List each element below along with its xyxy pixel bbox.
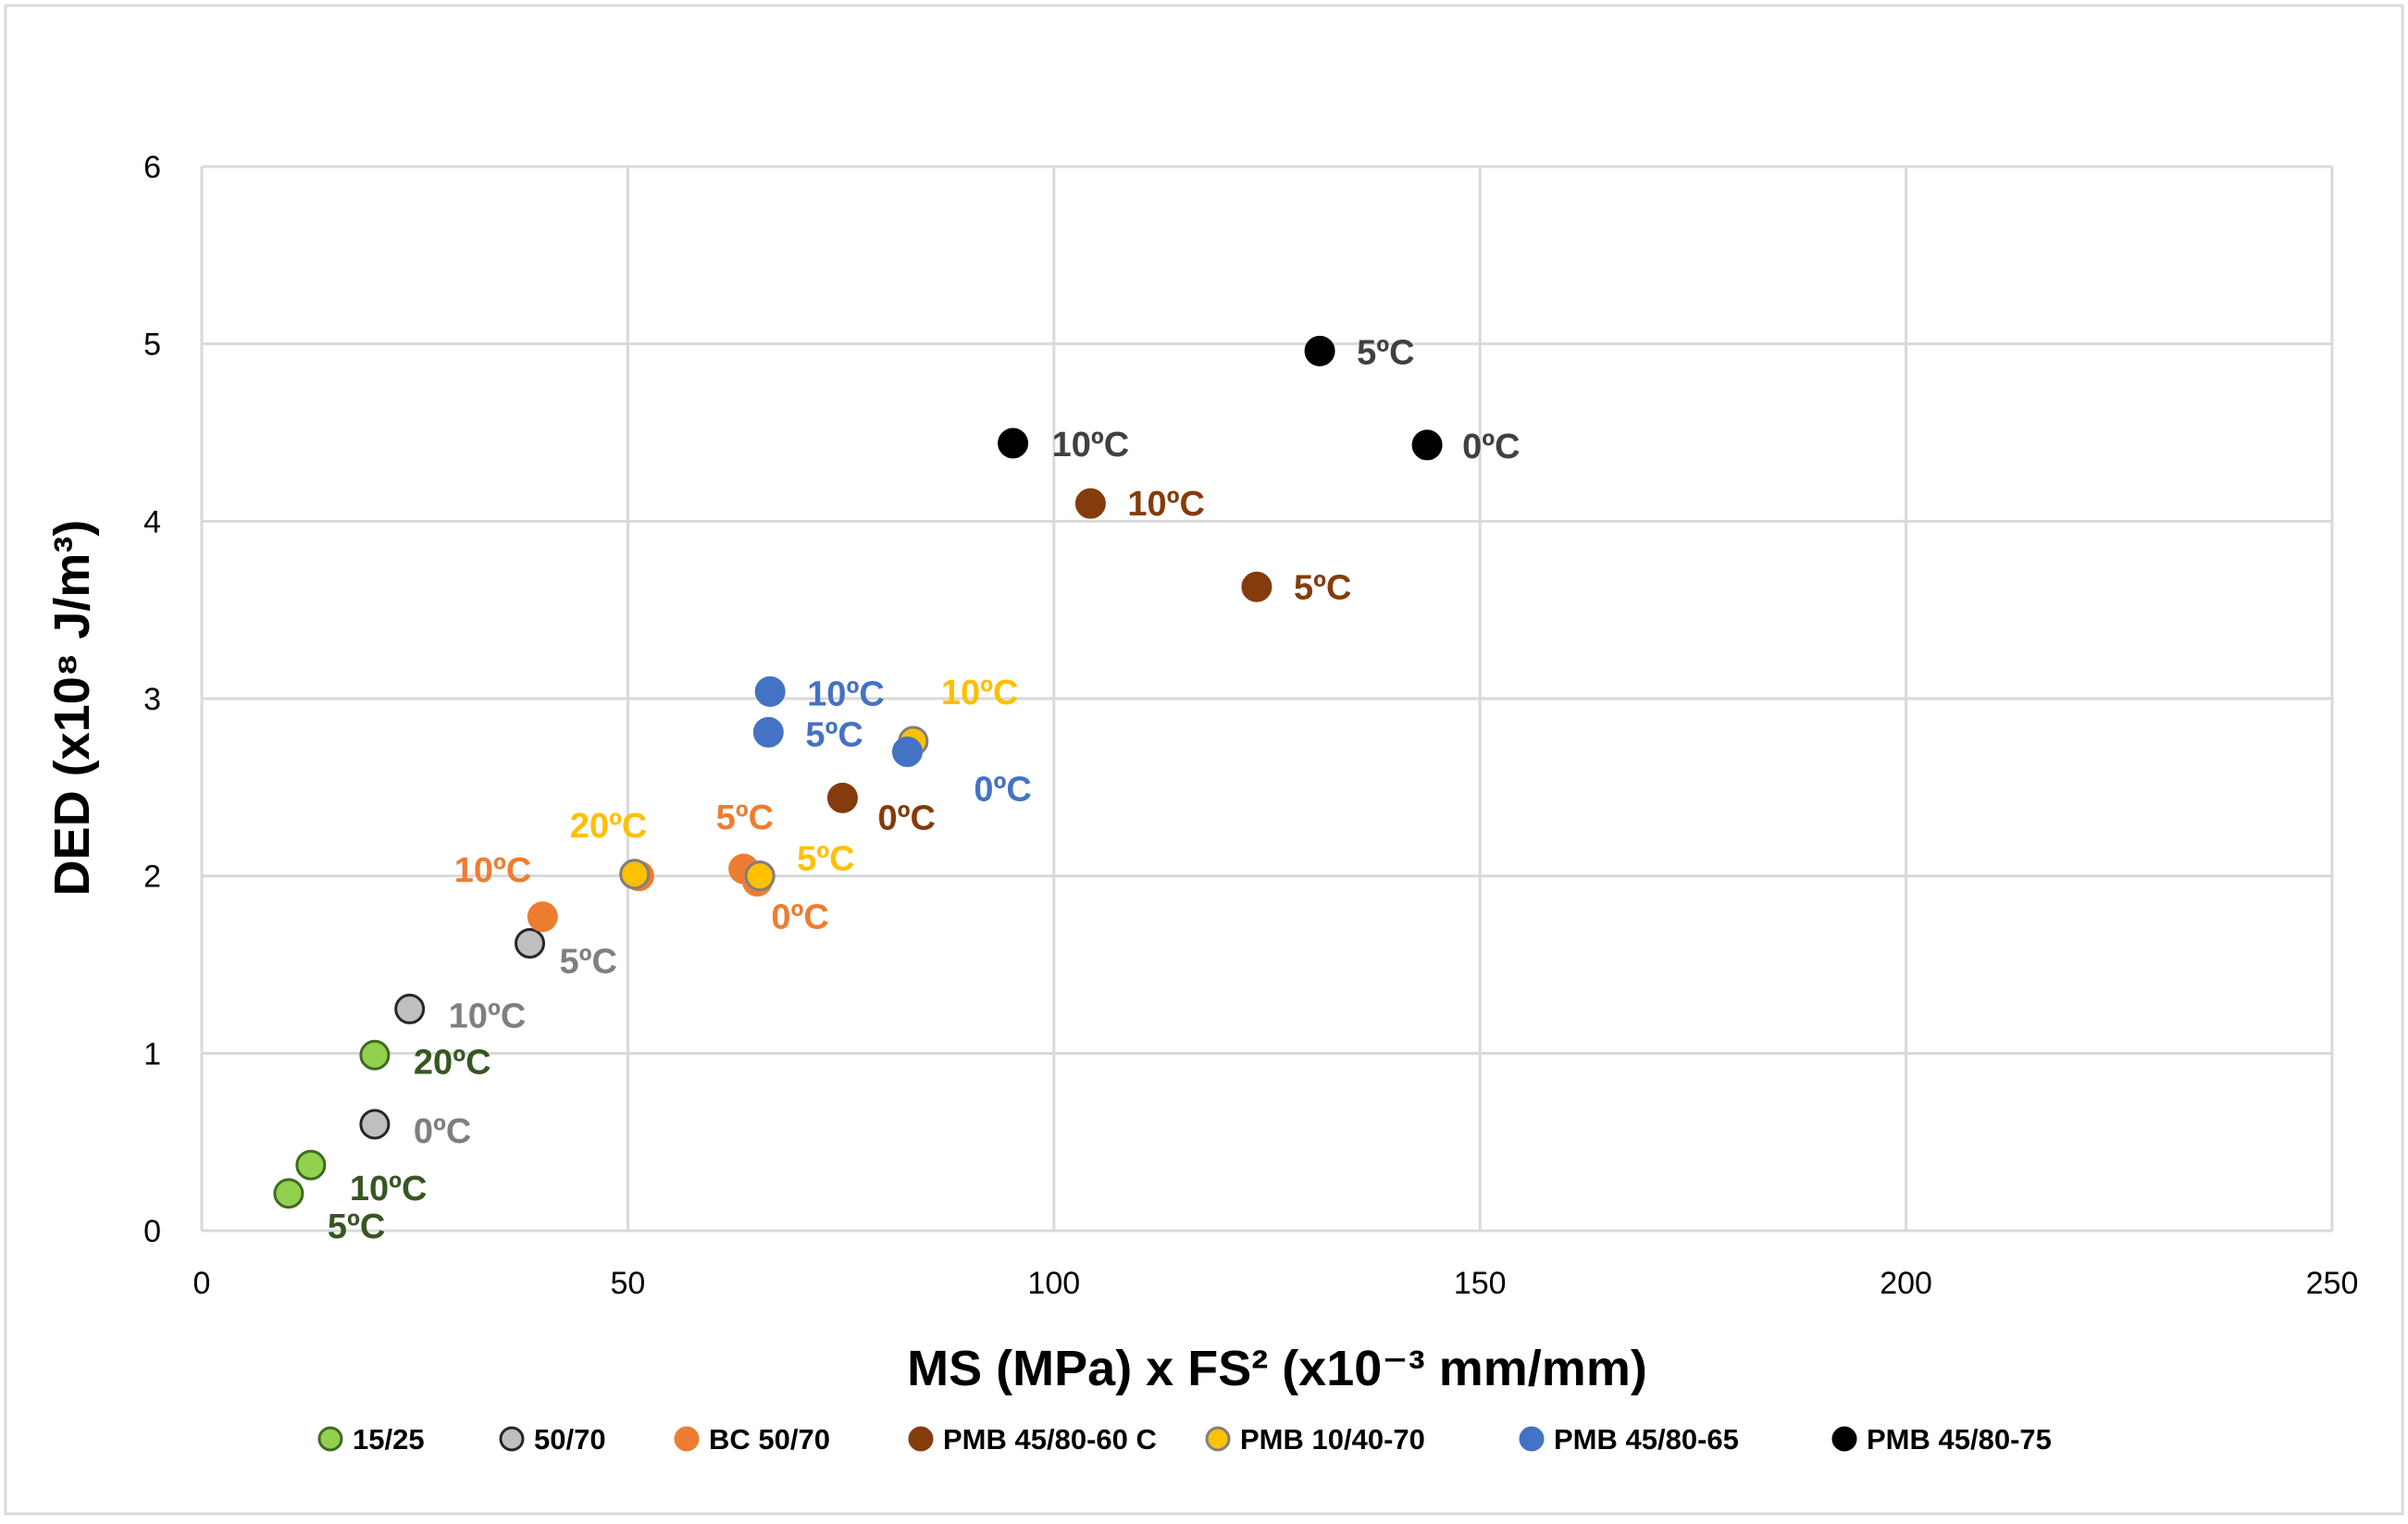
data-label: 5ºC (1357, 333, 1414, 372)
legend-entry: 50/70 (499, 1423, 606, 1456)
legend-marker (1519, 1426, 1545, 1452)
x-tick-label: 50 (610, 1266, 645, 1301)
data-label: 10ºC (941, 674, 1019, 712)
point-pmb-45-80-60-c (1074, 488, 1106, 519)
data-labels: 5ºC10ºC20ºC0ºC10ºC5ºC10ºC5ºC0ºC0ºC10ºC5º… (328, 333, 1521, 1245)
point-50-70 (515, 928, 546, 959)
gridlines (200, 165, 2334, 1233)
point-pmb-10-40-70 (619, 859, 651, 890)
data-label: 0ºC (877, 799, 935, 837)
data-label: 10ºC (807, 675, 885, 713)
x-tick-label: 0 (193, 1266, 211, 1301)
point-15-25 (273, 1178, 304, 1209)
point-pmb-45-80-65 (754, 675, 786, 707)
data-label: 10ºC (350, 1170, 428, 1208)
x-tick-label: 150 (1454, 1266, 1507, 1301)
legend: 15/25 50/70 BC 50/70 PMB 45/80-60 C PMB 10/4… (317, 1423, 2052, 1456)
data-label: 5ºC (716, 799, 774, 837)
x-tick-label: 200 (1880, 1266, 1932, 1301)
y-tick-label: 3 (143, 682, 161, 717)
data-points (273, 335, 1443, 1209)
point-pmb-45-80-75 (1304, 335, 1335, 366)
data-label: 0ºC (974, 771, 1031, 810)
point-50-70 (359, 1109, 391, 1140)
point-15-25 (359, 1039, 391, 1071)
x-axis-title: MS (MPa) x FS² (x10⁻³ mm/mm) (907, 1341, 1647, 1396)
data-label: 10ºC (454, 851, 532, 890)
data-label: 5ºC (1294, 568, 1351, 607)
data-label: 0ºC (771, 898, 828, 936)
chart-border (4, 4, 2404, 1516)
legend-marker (499, 1426, 525, 1452)
point-pmb-45-80-65 (752, 716, 784, 748)
point-pmb-45-80-75 (1411, 429, 1443, 461)
data-label: 5ºC (328, 1208, 385, 1246)
legend-label: PMB 10/40-70 (1240, 1423, 1425, 1456)
legend-label: 15/25 (353, 1423, 425, 1456)
data-label: 5ºC (560, 943, 617, 982)
y-tick-label: 2 (143, 860, 161, 895)
legend-label: PMB 45/80-65 (1554, 1423, 1739, 1456)
data-label: 5ºC (797, 840, 854, 879)
y-axis-title: DED (x10⁸ J/m³) (44, 520, 100, 897)
data-label: 10ºC (449, 997, 527, 1035)
data-label: 20ºC (414, 1043, 491, 1082)
data-label: 0ºC (1462, 427, 1520, 466)
y-tick-label: 4 (143, 504, 161, 539)
data-label: 0ºC (414, 1112, 471, 1151)
legend-marker (908, 1426, 934, 1452)
legend-entry: 15/25 (317, 1423, 425, 1456)
legend-entry: PMB 45/80-65 (1519, 1423, 1739, 1456)
point-bc-50-70 (527, 901, 558, 933)
point-pmb-45-80-60-c (826, 782, 858, 813)
data-label: 5ºC (805, 715, 863, 754)
y-tick-label: 5 (143, 328, 161, 363)
point-pmb-45-80-65 (891, 737, 923, 767)
legend-marker (674, 1426, 700, 1452)
data-label: 10ºC (1127, 485, 1205, 524)
legend-label: PMB 45/80-60 C (943, 1423, 1157, 1456)
legend-marker (1831, 1426, 1857, 1452)
x-tick-label: 250 (2306, 1266, 2359, 1301)
legend-entry: PMB 45/80-75 (1831, 1423, 2052, 1456)
point-pmb-45-80-60-c (1241, 571, 1272, 602)
axes: 0 1 2 3 4 5 6 0 50 100 150 200 250 (143, 150, 2358, 1301)
x-tick-label: 100 (1027, 1266, 1080, 1301)
point-15-25 (295, 1149, 327, 1181)
legend-entry: PMB 45/80-60 C (908, 1423, 1157, 1456)
legend-label: 50/70 (534, 1423, 606, 1456)
legend-label: BC 50/70 (709, 1423, 830, 1456)
legend-entry: PMB 10/40-70 (1205, 1423, 1425, 1456)
legend-marker (1205, 1426, 1231, 1452)
legend-entry: BC 50/70 (674, 1423, 830, 1456)
y-tick-label: 1 (143, 1036, 161, 1072)
point-50-70 (394, 993, 426, 1024)
y-tick-label: 6 (143, 150, 161, 185)
point-pmb-45-80-75 (998, 427, 1029, 459)
data-label: 10ºC (1052, 426, 1130, 465)
data-label: 20ºC (570, 807, 648, 846)
legend-label: PMB 45/80-75 (1867, 1423, 2052, 1456)
legend-marker (317, 1426, 343, 1452)
point-pmb-10-40-70 (744, 861, 776, 892)
y-tick-label: 0 (143, 1214, 161, 1249)
